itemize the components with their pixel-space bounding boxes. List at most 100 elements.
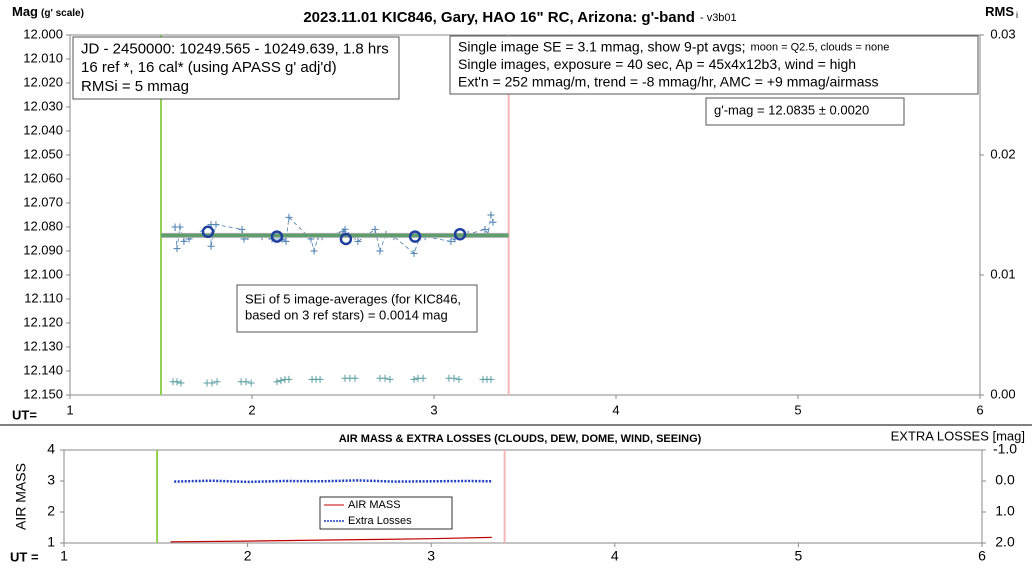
y-tick-label: 4 [47,441,55,457]
point-marker [481,225,489,233]
y-axis-label-note: (g' scale) [41,8,84,19]
legend-box [319,496,453,530]
y2-tick-label: 1.0 [995,503,1015,519]
series-line [174,479,492,484]
y-axis-label: Mag (g' scale) [12,4,84,19]
y2-axis-label-sub: i [1016,10,1018,20]
annotation-box [72,36,400,100]
point-marker [381,374,389,382]
y-tick-label: 12.020 [23,74,63,89]
x-tick-label: 5 [795,548,803,564]
y2-tick-label: 0.0 [995,472,1015,488]
annotation-line: Single images, exposure = 40 sec, Ap = 4… [458,56,856,72]
y-tick-label: 1 [47,534,55,550]
chart-title: AIR MASS & EXTRA LOSSES (CLOUDS, DEW, DO… [339,433,702,445]
y2-tick-label: -1.0 [993,441,1017,457]
point-marker [285,375,293,383]
y-tick-label: 2 [47,503,55,519]
x-tick-label: 6 [976,402,983,417]
point-marker [487,211,495,219]
annotation-text: Single image SE = 3.1 mmag, show 9-pt av… [458,38,746,54]
point-marker [247,379,255,387]
annotation-line: Ext'n = 252 mmag/m, trend = -8 mmag/hr, … [458,73,879,89]
point-marker [173,378,181,386]
y-tick-label: 12.040 [23,122,63,137]
y-tick-label: 12.090 [23,242,63,257]
point-marker [208,379,216,387]
y-tick-label: 12.080 [23,218,63,233]
point-marker [489,218,497,226]
y-tick-label: 12.030 [23,98,63,113]
average-marker [339,232,353,246]
point-marker [177,379,185,387]
series-line [170,536,492,543]
point-marker [310,247,318,255]
annotation-line: g'-mag = 12.0835 ± 0.0020 [714,103,869,118]
y-tick-label: 12.130 [23,338,63,353]
annotation-text: 16 ref *, 16 cal* (using APASS g' adj'd) [81,59,337,76]
y-tick-label: 12.120 [23,314,63,329]
point-marker [410,249,418,257]
y-tick-label: 3 [47,472,55,488]
y-tick-label: 12.100 [23,266,63,281]
y-axis-label-main: Mag [12,4,38,19]
point-marker [213,378,221,386]
y-tick-label: 12.140 [23,362,63,377]
legend-label: AIR MASS [348,499,401,511]
annotation-line: Single image SE = 3.1 mmag, show 9-pt av… [458,38,889,54]
plot-area [63,449,983,544]
y2-tick-label: 0.03 [990,26,1015,41]
y-tick-label: 12.010 [23,50,63,65]
annotation-text: g'-mag = 12.0835 ± 0.0020 [714,103,869,118]
x-tick-label: 5 [794,402,801,417]
average-marker [270,230,284,243]
point-marker [242,378,250,386]
point-marker [447,237,455,245]
y-tick-label: 12.110 [24,290,63,305]
annotation-text: JD - 2450000: 10249.565 - 10249.639, 1.8… [81,40,389,57]
legend-label: Extra Losses [348,515,412,527]
x-axis-label: UT = [10,549,39,564]
annotation-box [236,284,478,333]
y2-axis-label: RMS i [985,4,1018,20]
x-tick-label: 3 [427,548,435,564]
point-marker [419,374,427,382]
point-marker [180,237,188,245]
annotation-text: Ext'n = 252 mmag/m, trend = -8 mmag/hr, … [458,73,879,89]
y2-tick-label: 0.02 [990,146,1015,161]
point-marker [285,213,293,221]
annotation-text: RMSi = 5 mmag [81,78,189,95]
point-marker [316,375,324,383]
y-tick-label: 12.050 [23,146,63,161]
subtitle: - v3b01 [700,12,737,24]
y-axis-label: AIR MASS [13,463,29,530]
point-marker [212,221,220,229]
y-tick-label: 12.000 [23,26,63,41]
point-marker [386,375,394,383]
average-marker [453,227,467,241]
point-marker [354,237,362,245]
title-text: 2023.11.01 KIC846, Gary, HAO 16" RC, Ari… [303,9,695,26]
x-tick-label: 1 [60,548,68,564]
y2-axis-label: EXTRA LOSSES [mag] [891,428,1025,443]
annotation-text: SEi of 5 image-averages (for KIC846, [245,292,461,307]
x-tick-label: 2 [248,402,255,417]
y2-tick-label: 2.0 [995,534,1015,550]
x-tick-label: 1 [66,402,73,417]
point-marker [351,374,359,382]
y-tick-label: 12.150 [23,386,63,401]
annotation-text: Single images, exposure = 40 sec, Ap = 4… [458,56,856,72]
point-marker [207,242,215,250]
point-marker [341,225,349,233]
y2-tick-label: 0.01 [990,266,1015,281]
annotation-text: based on 3 ref stars) = 0.0014 mag [245,308,448,323]
point-marker [238,225,246,233]
x-tick-label: 4 [611,548,619,564]
x-tick-label: 4 [612,402,619,417]
annotation-line: RMSi = 5 mmag [81,78,189,95]
point-marker [173,245,181,253]
point-marker [371,225,379,233]
annotation-box [449,35,979,95]
x-axis-label: UT= [12,407,37,422]
